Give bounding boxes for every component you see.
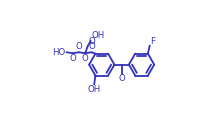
Text: F: F <box>150 37 155 46</box>
Text: O: O <box>88 42 95 51</box>
Text: O: O <box>88 37 95 46</box>
Text: O: O <box>118 74 125 83</box>
Text: HO: HO <box>53 48 66 57</box>
Text: O: O <box>69 54 76 63</box>
Text: O: O <box>82 54 89 63</box>
Text: O: O <box>75 42 82 51</box>
Text: OH: OH <box>91 31 105 40</box>
Text: OH: OH <box>88 85 101 94</box>
